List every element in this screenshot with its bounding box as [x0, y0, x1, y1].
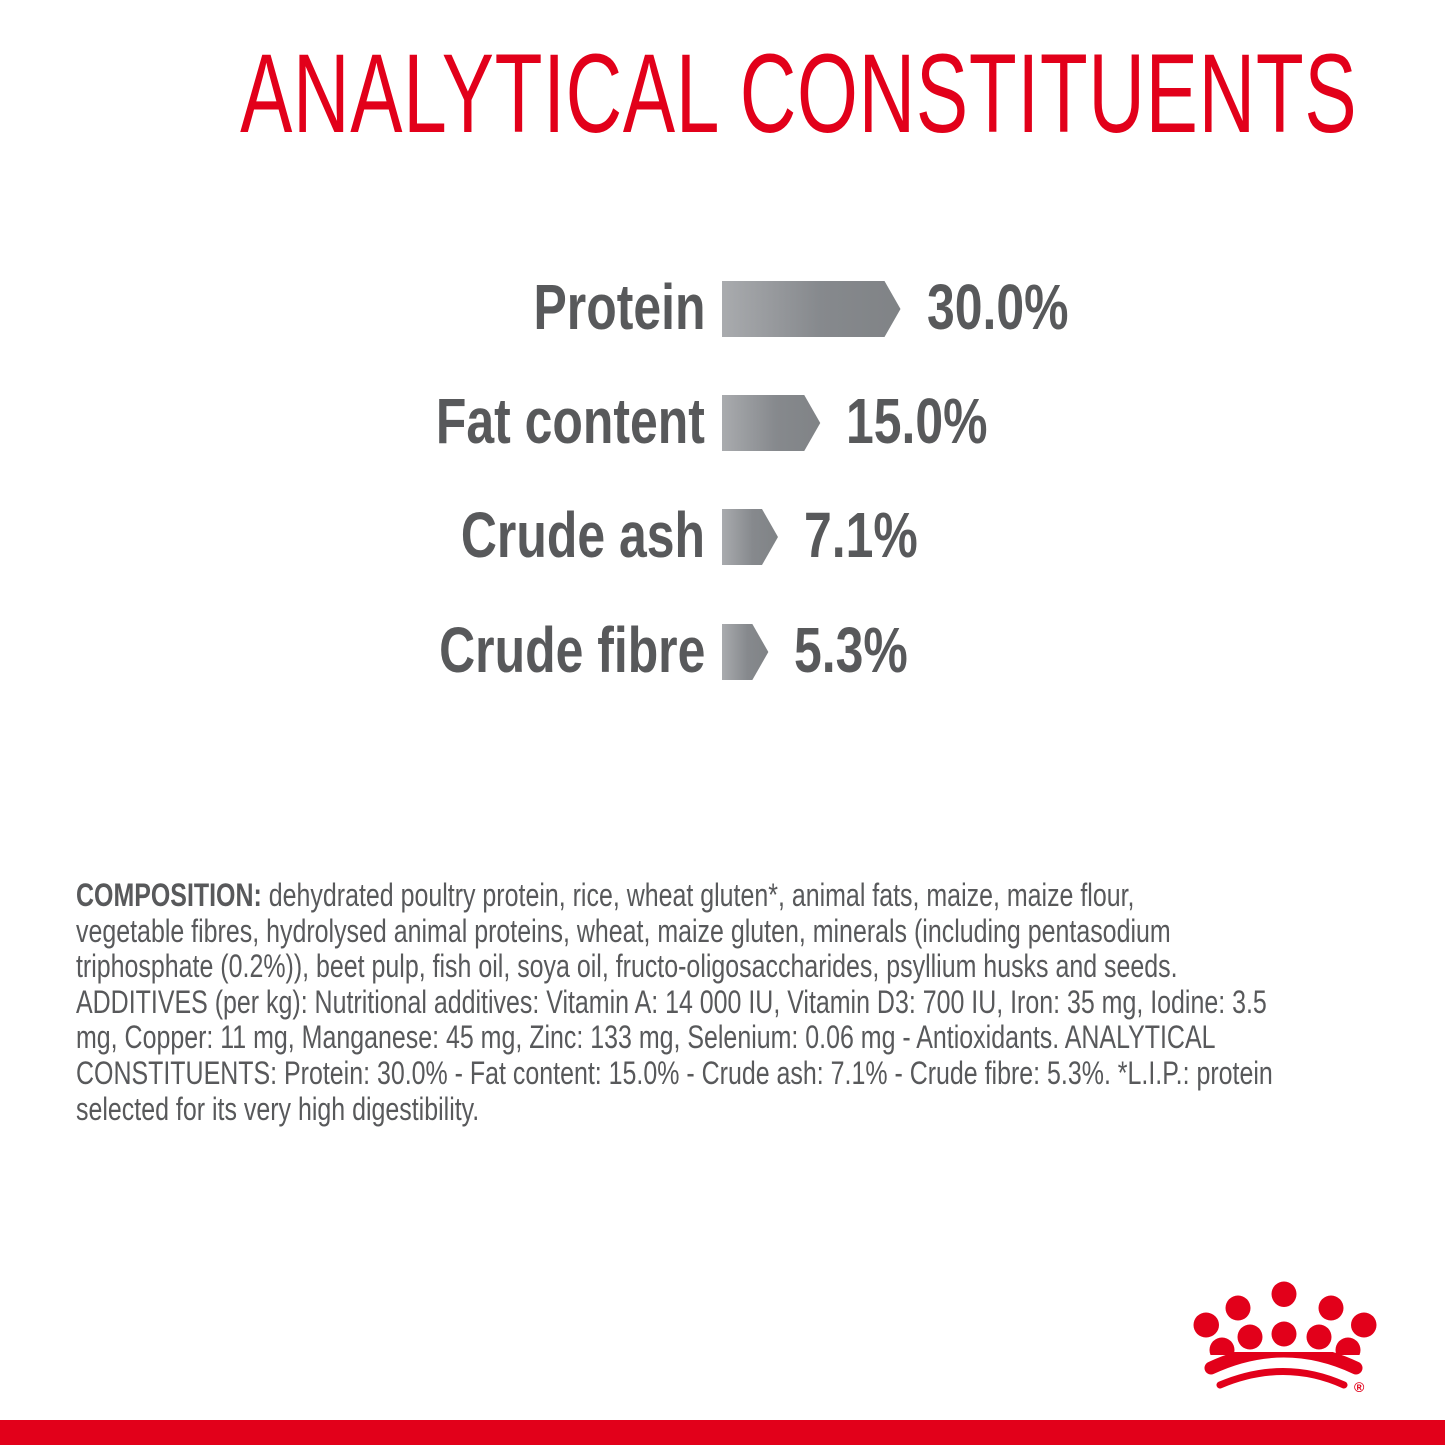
bar-crude-fibre [722, 624, 769, 680]
value-label: 30.0% [926, 271, 1069, 343]
bottom-brand-bar [0, 1420, 1445, 1445]
page-title: ANALYTICAL CONSTITUENTS [0, 38, 1445, 150]
category-label: Fat content [435, 385, 705, 457]
page-title-text: ANALYTICAL CONSTITUENTS [240, 31, 1358, 156]
category-label: Crude ash [460, 499, 705, 571]
composition-text: COMPOSITION: dehydrated poultry protein,… [76, 877, 1445, 1127]
crown-dots-icon [1193, 1281, 1377, 1355]
analytical-constituents-chart: Protein 30.0% Fat content 15.0% Crude ash 7.1… [435, 271, 1069, 686]
value-label: 15.0% [846, 385, 988, 457]
bar-fat-content [722, 395, 821, 451]
composition-line: selected for its very high digestibility… [76, 1090, 480, 1127]
composition-line: CONSTITUENTS: Protein: 30.0% - Fat conte… [76, 1054, 1273, 1091]
composition-line-text: dehydrated poultry protein, rice, wheat … [261, 877, 1135, 913]
composition-line: COMPOSITION: dehydrated poultry protein,… [76, 877, 1273, 914]
composition-line: ADDITIVES (per kg): Nutritional additive… [76, 983, 1267, 1020]
value-label: 5.3% [794, 614, 909, 686]
bar-protein [722, 281, 901, 337]
composition-line: triphosphate (0.2%)), beet pulp, fish oi… [76, 948, 1178, 985]
bar-crude-ash [722, 509, 778, 565]
composition-line: mg, Copper: 11 mg, Manganese: 45 mg, Zin… [76, 1019, 1216, 1056]
bars-svg [722, 281, 901, 680]
crown-arc-icon: ® [1204, 1352, 1365, 1395]
composition-label: COMPOSITION: [76, 877, 262, 913]
category-label: Crude fibre [438, 614, 705, 686]
registered-mark: ® [1354, 1379, 1365, 1395]
composition-line: vegetable fibres, hydrolysed animal prot… [76, 912, 1171, 949]
category-label: Protein [533, 271, 705, 343]
value-label: 7.1% [803, 499, 918, 571]
